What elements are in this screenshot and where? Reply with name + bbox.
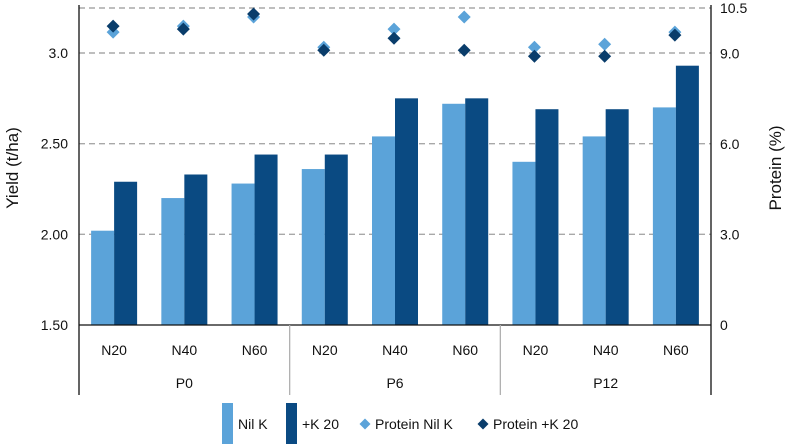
group-label: P12 xyxy=(593,375,618,391)
legend-label: Nil K xyxy=(238,416,268,432)
y2-tick-label: 0 xyxy=(720,317,728,333)
legend-label: +K 20 xyxy=(302,416,339,432)
y-tick-label: 2.00 xyxy=(41,226,68,242)
x-axis-labels: N20 N40 N60 N20 N40 N60 N20 N40 N60 P0 P6 P12 xyxy=(101,342,689,391)
x-tick-label: N40 xyxy=(382,342,408,358)
protein-point-nil-k-5 xyxy=(457,10,471,24)
y-tick-label: 2.50 xyxy=(41,136,68,152)
bars xyxy=(91,65,699,326)
left-axis-ticks: 1.50 2.00 2.50 3.0 xyxy=(41,45,68,333)
bar-nil-k-4 xyxy=(372,136,395,325)
bar-k20-2 xyxy=(254,154,278,325)
x-tick-label: N20 xyxy=(523,342,549,358)
x-tick-label: N60 xyxy=(242,342,268,358)
y2-tick-label: 9.0 xyxy=(720,45,740,61)
bar-k20-1 xyxy=(184,174,208,325)
protein-point-nil-k-4 xyxy=(387,22,401,36)
protein-point-nil-k-7 xyxy=(598,37,612,51)
protein-point-k20-5 xyxy=(457,43,471,57)
protein-point-k20-1 xyxy=(176,22,190,36)
bar-nil-k-1 xyxy=(161,198,185,325)
legend-label: Protein +K 20 xyxy=(493,416,578,432)
right-axis-ticks: 0 3.0 6.0 9.0 10.5 xyxy=(720,0,747,333)
x-tick-label: N40 xyxy=(171,342,197,358)
x-tick-label: N20 xyxy=(312,342,338,358)
bar-nil-k-0 xyxy=(91,230,115,325)
y2-tick-label: 10.5 xyxy=(720,0,747,16)
legend-swatch xyxy=(359,418,371,430)
protein-point-k20-0 xyxy=(106,19,120,33)
bar-k20-8 xyxy=(675,65,699,326)
y2-axis-title: Protein (%) xyxy=(766,125,785,210)
group-label: P6 xyxy=(386,375,403,391)
legend-label: Protein Nil K xyxy=(375,416,453,432)
group-label: P0 xyxy=(176,375,193,391)
y2-tick-label: 6.0 xyxy=(720,136,740,152)
legend-item-2: Protein Nil K xyxy=(359,416,453,432)
y-tick-label: 1.50 xyxy=(41,317,68,333)
x-tick-label: N60 xyxy=(452,342,478,358)
axes xyxy=(78,5,712,395)
protein-point-nil-k-6 xyxy=(527,40,541,54)
protein-point-k20-4 xyxy=(387,31,401,45)
legend-item-0: Nil K xyxy=(222,403,268,444)
legend-swatch xyxy=(477,418,489,430)
protein-point-k20-2 xyxy=(247,7,261,21)
bar-nil-k-3 xyxy=(301,169,325,325)
bar-nil-k-8 xyxy=(652,107,676,326)
legend: Nil K +K 20 Protein Nil K Protein +K 20 xyxy=(222,403,578,444)
bar-nil-k-6 xyxy=(512,161,536,325)
protein-point-k20-3 xyxy=(317,43,331,57)
bar-k20-0 xyxy=(114,181,138,325)
protein-point-k20-7 xyxy=(598,49,612,63)
legend-item-3: Protein +K 20 xyxy=(477,416,578,432)
protein-point-k20-6 xyxy=(527,49,541,63)
bar-k20-4 xyxy=(395,98,418,325)
legend-swatch xyxy=(222,403,233,444)
bar-nil-k-7 xyxy=(582,136,606,325)
bar-k20-5 xyxy=(465,98,489,325)
y2-tick-label: 3.0 xyxy=(720,226,740,242)
x-tick-label: N20 xyxy=(101,342,127,358)
x-tick-label: N60 xyxy=(663,342,689,358)
legend-item-1: +K 20 xyxy=(286,403,339,444)
protein-points xyxy=(106,7,682,63)
bar-k20-7 xyxy=(605,109,629,325)
y-axis-title: Yield (t/ha) xyxy=(3,127,22,209)
legend-swatch xyxy=(286,403,297,444)
x-tick-label: N40 xyxy=(593,342,619,358)
bar-k20-6 xyxy=(535,109,559,325)
bar-k20-3 xyxy=(324,154,348,325)
protein-point-k20-8 xyxy=(668,28,682,42)
bar-nil-k-5 xyxy=(442,103,466,325)
bar-nil-k-2 xyxy=(231,183,255,325)
y-tick-label: 3.0 xyxy=(49,45,69,61)
